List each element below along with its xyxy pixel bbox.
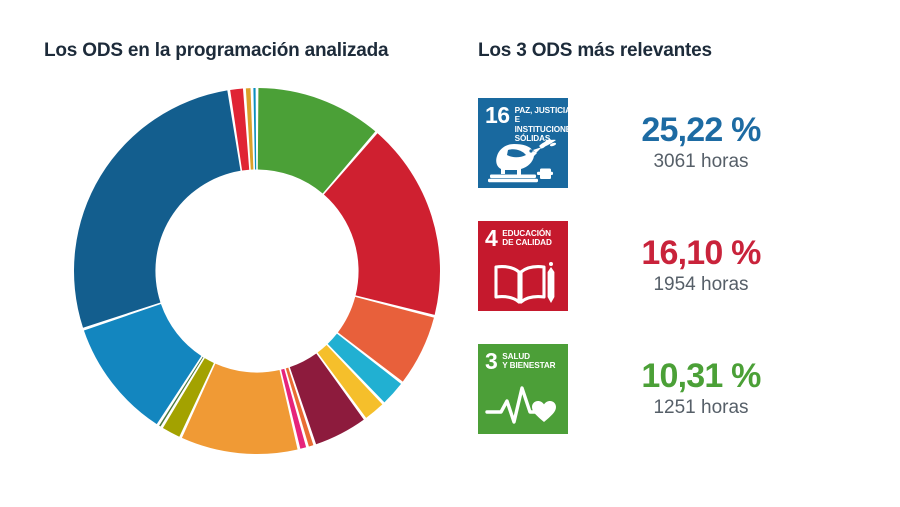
ods-row-4[interactable]: 4 EDUCACIÓN DE CALIDAD [478,217,878,315]
ods-number: 4 [485,225,498,251]
donut-slice[interactable]: ODS 11 - Ciudades y comunidades sostenib… [281,368,307,449]
donut-slice[interactable]: ODS 17 - Alianzas para lograr los objeti… [289,353,364,445]
ods-stats-3: 10,31 % 1251 horas [616,357,786,421]
donut-slice[interactable]: ODS 8 - Trabajo decente y crecimiento ec… [181,363,298,455]
ods-hours: 3061 horas [653,151,749,172]
top-ods-list: 16 PAZ, JUSTICIA E INSTITUCIONES SÓLIDAS [478,94,878,438]
ods-badge-4[interactable]: 4 EDUCACIÓN DE CALIDAD [478,221,568,311]
donut-svg: ODS 3 - Salud y bienestar — 10.31%ODS 13… [74,88,440,455]
left-panel-title: Los ODS en la programación analizada [44,40,389,61]
ods-badge-head: 16 PAZ, JUSTICIA E INSTITUCIONES SÓLIDAS [485,102,568,143]
ods-stats-16: 25,22 % 3061 horas [616,111,786,175]
donut-slice[interactable]: ODS 15 - Vida de ecosistemas terrestres … [162,358,214,437]
heartbeat-heart-icon [478,384,568,430]
donut-slice[interactable]: ODS 2 - Hambre cero — 9.8% [83,304,202,425]
ods-row-3[interactable]: 3 SALUD Y BIENESTAR 10,31 % 1251 horas [478,340,878,438]
donut-slice[interactable]: ODS 10 - Reducción de las desigualdades … [327,333,402,403]
ods-hours: 1251 horas [653,397,749,418]
donut-slice[interactable]: ODS 14 - Vida submarina — 0.4% [253,88,257,170]
ods-stats-4: 16,10 % 1954 horas [616,234,786,298]
ods-name: SALUD Y BIENESTAR [502,352,556,371]
donut-slice[interactable]: ODS 5 - Igualdad de género — 1.9% [317,345,383,418]
ods-badge-16[interactable]: 16 PAZ, JUSTICIA E INSTITUCIONES SÓLIDAS [478,98,568,188]
donut-slice[interactable]: ODS 12 - Producción y consumo responsabl… [230,88,250,171]
donut-slice[interactable]: ODS 4 - Educación de calidad — 5.9% [337,296,434,382]
donut-slice-group: ODS 3 - Salud y bienestar — 10.31%ODS 13… [74,88,440,455]
ods-number: 3 [485,348,498,374]
donut-slice[interactable]: ODS 7 - Energía asequible y no contamina… [245,88,254,170]
ods-donut-chart: ODS 3 - Salud y bienestar — 10.31%ODS 13… [72,86,442,456]
donut-slice[interactable]: ODS 16 - Paz, justicia e instituciones s… [74,90,241,328]
ods-percent: 10,31 % [641,357,761,395]
ods-percent: 25,22 % [641,111,761,149]
dove-gavel-icon [478,138,568,184]
ods-name: EDUCACIÓN DE CALIDAD [502,229,552,248]
ods-row-16[interactable]: 16 PAZ, JUSTICIA E INSTITUCIONES SÓLIDAS [478,94,878,192]
donut-slice[interactable]: ODS 3 - Salud y bienestar — 10.31% [257,88,376,194]
donut-slice[interactable]: ODS 13 - Acción por el clima — 16.1% [323,133,440,315]
ods-badge-head: 4 EDUCACIÓN DE CALIDAD [485,225,552,251]
donut-slice[interactable]: ODS 6 - Agua limpia y saneamiento — 0.35… [159,356,204,427]
ods-badge-3[interactable]: 3 SALUD Y BIENESTAR [478,344,568,434]
ods-name: PAZ, JUSTICIA E INSTITUCIONES SÓLIDAS [514,106,568,143]
ods-percent: 16,10 % [641,234,761,272]
right-panel-title: Los 3 ODS más relevantes [478,40,712,61]
donut-slice[interactable]: ODS 1 - Fin de la pobreza — 0.6% [285,367,314,447]
open-book-pencil-icon [478,261,568,307]
ods-hours: 1954 horas [653,274,749,295]
ods-number: 16 [485,102,510,128]
ods-badge-head: 3 SALUD Y BIENESTAR [485,348,556,374]
